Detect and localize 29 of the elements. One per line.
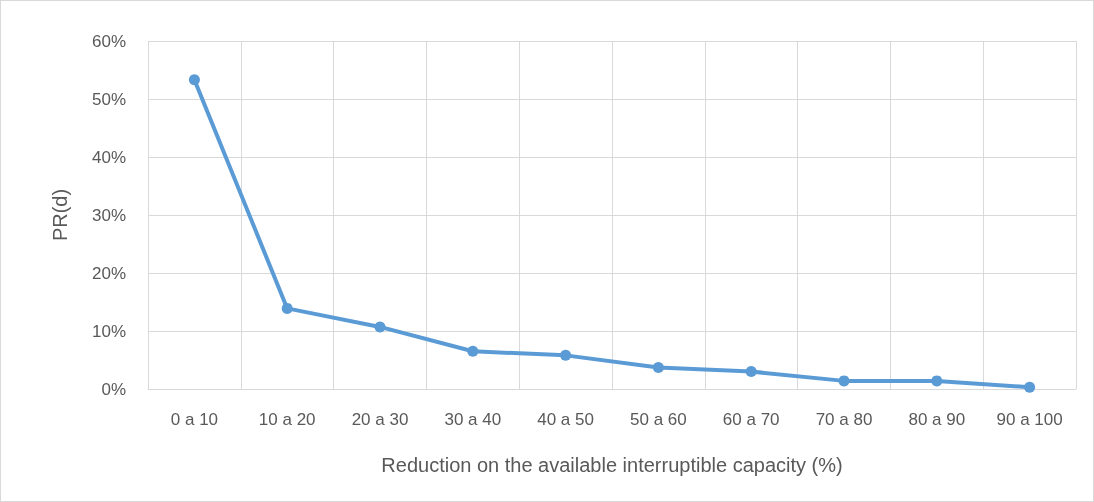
x-tick-label: 60 a 70 <box>722 410 780 429</box>
x-tick-label: 90 a 100 <box>996 410 1063 429</box>
point <box>652 362 664 374</box>
y-tick-label: 50% <box>91 89 126 109</box>
y-tick-label: 10% <box>91 321 126 341</box>
y-tick-label: 60% <box>91 31 126 51</box>
point <box>1024 381 1036 393</box>
x-tick-label: 10 a 20 <box>258 410 316 429</box>
point <box>745 366 757 378</box>
point <box>838 375 850 387</box>
x-tick-label: 30 a 40 <box>444 410 502 429</box>
point <box>560 349 572 361</box>
x-tick-label: 50 a 60 <box>630 410 687 429</box>
x-tick-label: 40 a 50 <box>537 410 594 429</box>
y-tick-label: 40% <box>91 147 126 167</box>
point <box>188 74 200 86</box>
y-tick-label: 0% <box>101 379 126 399</box>
x-tick-label: 20 a 30 <box>351 410 409 429</box>
y-tick-label: 20% <box>91 263 126 283</box>
y-axis-title: PR(d) <box>49 188 71 242</box>
point <box>931 375 943 387</box>
y-tick-label: 30% <box>91 205 126 225</box>
x-tick-label: 0 a 10 <box>170 410 219 429</box>
point <box>374 321 386 333</box>
point <box>467 345 479 357</box>
x-axis-title: Reduction on the available interruptible capacity (%) <box>381 454 843 476</box>
x-tick-label: 70 a 80 <box>815 410 873 429</box>
point <box>281 302 293 314</box>
x-tick-label: 80 a 90 <box>908 410 966 429</box>
